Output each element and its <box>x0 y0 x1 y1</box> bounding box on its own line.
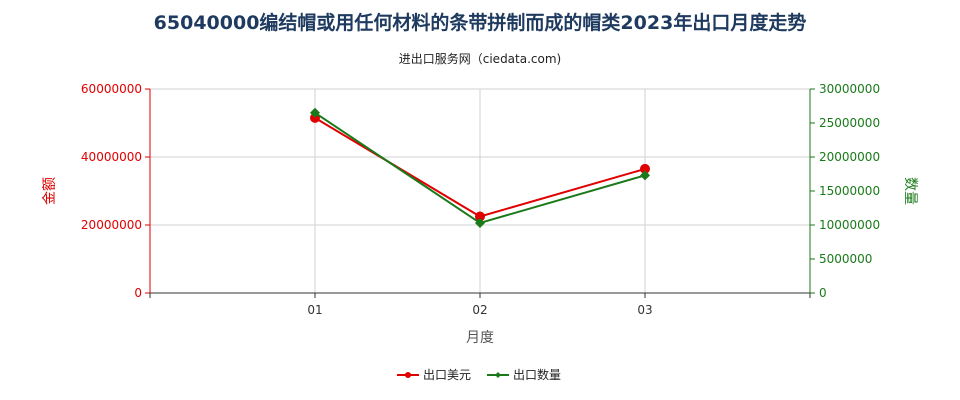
series-point-2 <box>310 107 320 118</box>
right-tick-label: 10000000 <box>819 218 880 232</box>
right-tick-label: 5000000 <box>819 252 872 266</box>
legend-label: 出口美元 <box>423 368 471 382</box>
left-tick-label: 0 <box>134 286 142 300</box>
right-axis-title: 数量 <box>902 177 918 205</box>
left-tick-label: 20000000 <box>81 218 142 232</box>
right-tick-label: 15000000 <box>819 184 880 198</box>
x-tick-label: 01 <box>307 303 322 317</box>
right-tick-label: 25000000 <box>819 116 880 130</box>
x-axis-title: 月度 <box>466 330 494 346</box>
chart-title: 65040000编结帽或用任何材料的条带拼制而成的帽类2023年出口月度走势 <box>153 12 807 34</box>
legend-swatch-marker <box>495 372 501 378</box>
x-tick-label: 03 <box>637 303 652 317</box>
right-tick-label: 20000000 <box>819 150 880 164</box>
legend-label: 出口数量 <box>513 367 561 382</box>
legend-swatch-marker <box>405 372 411 378</box>
right-tick-label: 30000000 <box>819 82 880 96</box>
x-tick-label: 02 <box>472 303 487 317</box>
series-point-1 <box>640 163 650 174</box>
right-tick-label: 0 <box>819 286 827 300</box>
left-tick-label: 60000000 <box>81 82 142 96</box>
chart-subtitle: 进出口服务网（ciedata.com) <box>398 52 562 66</box>
series-point-1 <box>475 211 485 222</box>
left-tick-label: 40000000 <box>81 150 142 164</box>
left-axis-title: 金额 <box>42 177 58 205</box>
series-point-2 <box>640 170 650 181</box>
series-point-2 <box>475 217 485 228</box>
